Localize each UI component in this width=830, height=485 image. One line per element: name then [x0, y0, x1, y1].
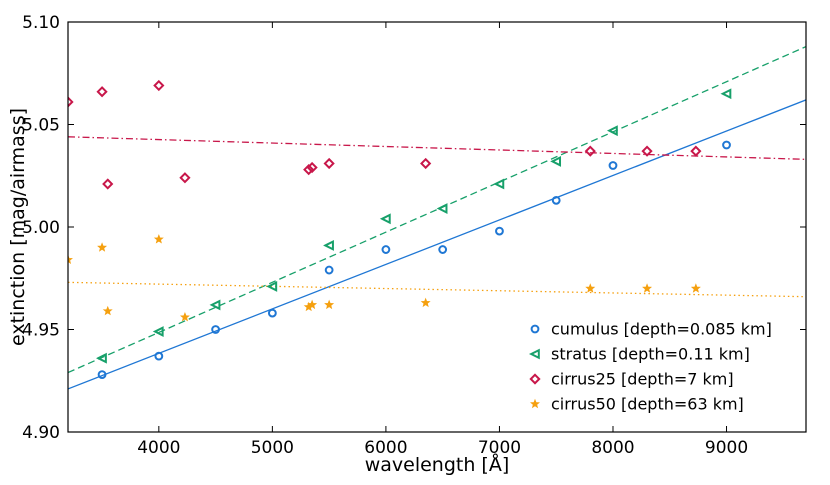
fit-line-1: [68, 46, 806, 374]
legend: cumulus [depth=0.085 km] stratus [depth=0…: [528, 320, 772, 414]
data-point: [606, 125, 618, 137]
legend-marker: [530, 324, 540, 334]
data-point: [420, 157, 432, 170]
data-point: [266, 281, 278, 292]
x-axis-label: wavelength [Å]: [365, 453, 510, 476]
data-point: [68, 254, 73, 265]
data-point: [153, 234, 164, 244]
data-point: [68, 96, 74, 108]
x-tick-label: 7000: [478, 438, 521, 458]
data-point: [211, 325, 221, 334]
legend-marker: [530, 398, 540, 409]
data-point: [267, 308, 277, 318]
fit-line-0: [68, 99, 806, 390]
x-tick-label: 5000: [251, 438, 294, 458]
data-point: [96, 86, 108, 98]
data-point: [154, 351, 164, 361]
legend-label: cirrus25 [depth=7 km]: [551, 370, 734, 389]
data-point: [495, 226, 504, 236]
data-point: [307, 299, 318, 310]
data-point: [493, 178, 505, 190]
y-axis-label: extinction [mag/airmass]: [7, 108, 29, 346]
axis-ticks: 4000 5000 6000 7000 8000 9000 4.90 4.95 5.00 5.05…: [22, 13, 806, 458]
data-point: [323, 157, 335, 170]
data-point: [97, 242, 108, 252]
data-point: [420, 297, 431, 308]
data-point: [179, 311, 190, 322]
data-point: [585, 283, 596, 293]
y-tick-label: 4.90: [22, 423, 60, 443]
data-point: [690, 283, 701, 293]
legend-label: cirrus50 [depth=63 km]: [551, 395, 744, 414]
data-point: [209, 299, 221, 311]
data-point: [720, 88, 732, 100]
y-tick-label: 5.00: [22, 218, 60, 238]
x-tick-label: 9000: [705, 438, 748, 458]
y-tick-label: 4.95: [22, 321, 60, 341]
data-point: [438, 245, 448, 254]
data-point: [379, 213, 391, 225]
data-point: [324, 265, 334, 275]
data-point: [551, 195, 561, 205]
x-tick-label: 8000: [591, 438, 634, 458]
data-point: [303, 163, 315, 176]
fit-line-3: [68, 281, 806, 298]
data-point: [608, 161, 618, 170]
y-tick-label: 5.05: [22, 116, 60, 136]
legend-label: cumulus [depth=0.085 km]: [551, 320, 772, 339]
data-point: [324, 299, 335, 310]
data-point: [550, 155, 562, 167]
data-point: [306, 161, 318, 174]
legend-marker: [529, 373, 541, 385]
x-tick-label: 4000: [137, 438, 180, 458]
y-tick-label: 5.10: [22, 13, 60, 33]
fit-lines: [68, 46, 806, 390]
data-markers: [68, 79, 732, 380]
data-point: [153, 79, 165, 92]
data-point: [102, 305, 113, 316]
data-point: [102, 178, 114, 190]
data-point: [97, 370, 107, 380]
data-point: [641, 145, 653, 157]
data-point: [722, 140, 731, 150]
legend-label: stratus [depth=0.11 km]: [551, 345, 750, 364]
data-point: [96, 352, 107, 364]
data-point: [323, 240, 334, 251]
data-point: [690, 145, 702, 157]
data-point: [179, 172, 191, 184]
legend-marker: [528, 348, 540, 360]
data-point: [381, 245, 391, 254]
data-point: [436, 203, 448, 214]
data-point: [584, 145, 596, 157]
x-tick-label: 6000: [364, 438, 407, 458]
data-point: [152, 326, 164, 337]
fit-line-2: [68, 136, 806, 160]
data-point: [642, 283, 653, 293]
